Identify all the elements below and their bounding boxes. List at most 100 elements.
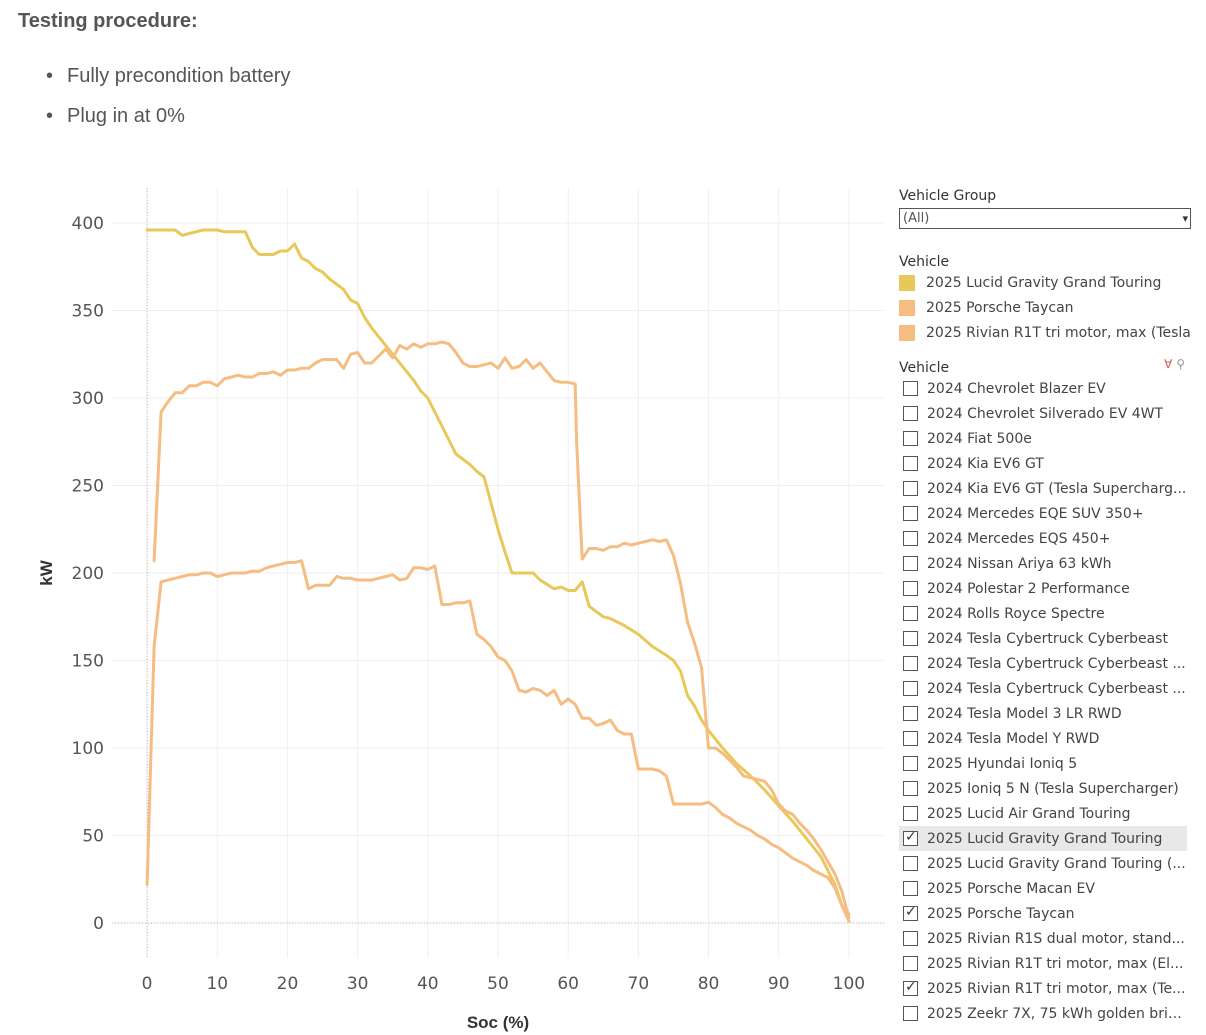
vehicle-filter-item[interactable]: 2025 Ioniq 5 N (Tesla Supercharger) bbox=[899, 776, 1187, 801]
vehicle-checkbox[interactable] bbox=[903, 431, 918, 446]
vehicle-checkbox[interactable] bbox=[903, 829, 918, 846]
vehicle-checkbox[interactable] bbox=[903, 706, 918, 721]
vehicle-filter-item[interactable]: 2025 Porsche Macan EV bbox=[899, 876, 1187, 901]
vehicle-filter-title: Vehicle bbox=[899, 360, 950, 376]
y-tick-label: 150 bbox=[72, 652, 104, 672]
vehicle-checkbox[interactable] bbox=[903, 931, 918, 946]
zero-lines bbox=[112, 188, 884, 958]
vehicle-label: 2025 Lucid Gravity Grand Touring bbox=[927, 830, 1163, 847]
vehicle-checkbox[interactable] bbox=[903, 1006, 918, 1021]
series-line-1[interactable] bbox=[145, 228, 851, 916]
x-tick-label: 100 bbox=[833, 974, 865, 994]
vehicle-checkbox[interactable] bbox=[903, 481, 918, 496]
vehicle-checkbox[interactable] bbox=[903, 556, 918, 571]
series-line-3[interactable] bbox=[145, 559, 851, 923]
vehicle-filter-item[interactable]: 2024 Kia EV6 GT (Tesla Supercharg... bbox=[899, 476, 1187, 501]
vehicle-checkbox[interactable] bbox=[903, 881, 918, 896]
vehicle-label: 2024 Rolls Royce Spectre bbox=[927, 605, 1105, 622]
vehicle-label: 2024 Kia EV6 GT bbox=[927, 455, 1044, 472]
x-tick-label: 20 bbox=[277, 974, 299, 994]
chevron-down-icon[interactable]: ▾ bbox=[1182, 212, 1188, 225]
procedure-list: Fully precondition battery Plug in at 0% bbox=[46, 60, 290, 140]
vehicle-filter-item[interactable]: 2025 Lucid Gravity Grand Touring bbox=[899, 826, 1187, 851]
vehicle-filter-item[interactable]: 2024 Tesla Cybertruck Cyberbeast bbox=[899, 626, 1187, 651]
vehicle-checkbox[interactable] bbox=[903, 856, 918, 871]
vehicle-checkbox[interactable] bbox=[903, 806, 918, 821]
vehicle-filter-item[interactable]: 2024 Mercedes EQE SUV 350+ bbox=[899, 501, 1187, 526]
vehicle-filter-item[interactable]: 2025 Hyundai Ioniq 5 bbox=[899, 751, 1187, 776]
vehicle-filter-item[interactable]: 2025 Rivian R1T tri motor, max (Te... bbox=[899, 976, 1187, 1001]
x-tick-labels: 0 10 20 30 40 50 60 70 80 90 100 bbox=[142, 974, 865, 994]
vehicle-checkbox[interactable] bbox=[903, 979, 918, 996]
vehicle-label: 2025 Porsche Taycan bbox=[927, 905, 1075, 922]
legend-label: 2025 Porsche Taycan bbox=[926, 299, 1074, 316]
legend-label: 2025 Rivian R1T tri motor, max (Tesla bbox=[926, 324, 1191, 341]
vehicle-filter-item[interactable]: 2024 Kia EV6 GT bbox=[899, 451, 1187, 476]
vehicle-group-title: Vehicle Group bbox=[899, 188, 997, 204]
charging-curve-chart: 0 50 100 150 200 250 300 350 400 0 10 20 30 40 50 60 70… bbox=[37, 188, 884, 1032]
vehicle-group-dropdown[interactable]: (All) ▾ bbox=[899, 208, 1191, 229]
vehicle-checkbox[interactable] bbox=[903, 631, 918, 646]
search-icon[interactable]: ⚲ bbox=[1176, 357, 1185, 371]
filter-panel: Vehicle Group (All) ▾ Vehicle 2025 Lucid… bbox=[899, 188, 1199, 1026]
vehicle-checkbox[interactable] bbox=[903, 656, 918, 671]
vehicle-filter-item[interactable]: 2025 Rivian R1S dual motor, stand... bbox=[899, 926, 1187, 951]
vehicle-checkbox[interactable] bbox=[903, 581, 918, 596]
vehicle-filter-item[interactable]: 2024 Chevrolet Blazer EV bbox=[899, 376, 1187, 401]
vehicle-filter-item[interactable]: 2025 Rivian R1T tri motor, max (El... bbox=[899, 951, 1187, 976]
vehicle-label: 2024 Nissan Ariya 63 kWh bbox=[927, 555, 1112, 572]
y-tick-labels: 0 50 100 150 200 250 300 350 400 bbox=[72, 214, 104, 934]
vehicle-checkbox[interactable] bbox=[903, 781, 918, 796]
legend-swatch bbox=[899, 299, 915, 316]
vehicle-label: 2025 Ioniq 5 N (Tesla Supercharger) bbox=[927, 780, 1179, 797]
vehicle-label: 2024 Tesla Cybertruck Cyberbeast bbox=[927, 630, 1168, 647]
vehicle-filter-item[interactable]: 2024 Polestar 2 Performance bbox=[899, 576, 1187, 601]
clear-filter-icon[interactable]: ∀ bbox=[1164, 357, 1173, 371]
vehicle-filter-item[interactable]: 2024 Fiat 500e bbox=[899, 426, 1187, 451]
vehicle-filter-item[interactable]: 2025 Zeekr 7X, 75 kWh golden bric... bbox=[899, 1001, 1187, 1026]
series-layer[interactable] bbox=[145, 228, 851, 923]
vehicle-label: 2024 Mercedes EQE SUV 350+ bbox=[927, 505, 1144, 522]
vehicle-label: 2025 Lucid Gravity Grand Touring (... bbox=[927, 855, 1186, 872]
y-tick-label: 100 bbox=[72, 739, 104, 759]
vehicle-filter-item[interactable]: 2025 Porsche Taycan bbox=[899, 901, 1187, 926]
vehicle-checkbox[interactable] bbox=[903, 406, 918, 421]
vehicle-label: 2025 Hyundai Ioniq 5 bbox=[927, 755, 1078, 772]
x-tick-label: 50 bbox=[487, 974, 509, 994]
vehicle-checkbox[interactable] bbox=[903, 506, 918, 521]
y-tick-label: 300 bbox=[72, 389, 104, 409]
legend-swatch bbox=[899, 274, 915, 291]
vehicle-checkbox[interactable] bbox=[903, 731, 918, 746]
vehicle-checkbox[interactable] bbox=[903, 756, 918, 771]
vehicle-filter-item[interactable]: 2024 Rolls Royce Spectre bbox=[899, 601, 1187, 626]
x-tick-label: 0 bbox=[142, 974, 153, 994]
vehicle-label: 2024 Tesla Cybertruck Cyberbeast ... bbox=[927, 680, 1186, 697]
vehicle-checkbox[interactable] bbox=[903, 381, 918, 396]
vehicle-checkbox[interactable] bbox=[903, 904, 918, 921]
x-tick-label: 70 bbox=[628, 974, 650, 994]
vehicle-filter-item[interactable]: 2024 Tesla Model 3 LR RWD bbox=[899, 701, 1187, 726]
vehicle-filter-item[interactable]: 2024 Chevrolet Silverado EV 4WT bbox=[899, 401, 1187, 426]
legend-item[interactable]: 2025 Rivian R1T tri motor, max (Tesla bbox=[899, 320, 1191, 345]
vehicle-filter-item[interactable]: 2024 Tesla Cybertruck Cyberbeast ... bbox=[899, 676, 1187, 701]
vehicle-label: 2024 Fiat 500e bbox=[927, 430, 1032, 447]
vehicle-checkbox[interactable] bbox=[903, 456, 918, 471]
legend-item[interactable]: 2025 Lucid Gravity Grand Touring bbox=[899, 270, 1191, 295]
vehicle-filter-item[interactable]: 2025 Lucid Air Grand Touring bbox=[899, 801, 1187, 826]
x-tick-label: 60 bbox=[557, 974, 579, 994]
vehicle-filter-item[interactable]: 2024 Mercedes EQS 450+ bbox=[899, 526, 1187, 551]
vehicle-label: 2024 Polestar 2 Performance bbox=[927, 580, 1130, 597]
vehicle-checkbox[interactable] bbox=[903, 956, 918, 971]
vehicle-filter-item[interactable]: 2024 Tesla Model Y RWD bbox=[899, 726, 1187, 751]
vehicle-label: 2025 Lucid Air Grand Touring bbox=[927, 805, 1131, 822]
legend-item[interactable]: 2025 Porsche Taycan bbox=[899, 295, 1191, 320]
vehicle-filter-item[interactable]: 2024 Tesla Cybertruck Cyberbeast ... bbox=[899, 651, 1187, 676]
procedure-step: Fully precondition battery bbox=[46, 60, 290, 100]
vehicle-checkbox[interactable] bbox=[903, 606, 918, 621]
vehicle-checkbox[interactable] bbox=[903, 681, 918, 696]
vehicle-checkbox[interactable] bbox=[903, 531, 918, 546]
y-tick-label: 50 bbox=[82, 827, 104, 847]
vehicle-filter-item[interactable]: 2024 Nissan Ariya 63 kWh bbox=[899, 551, 1187, 576]
vehicle-filter-item[interactable]: 2025 Lucid Gravity Grand Touring (... bbox=[899, 851, 1187, 876]
series-line-2[interactable] bbox=[152, 340, 851, 920]
